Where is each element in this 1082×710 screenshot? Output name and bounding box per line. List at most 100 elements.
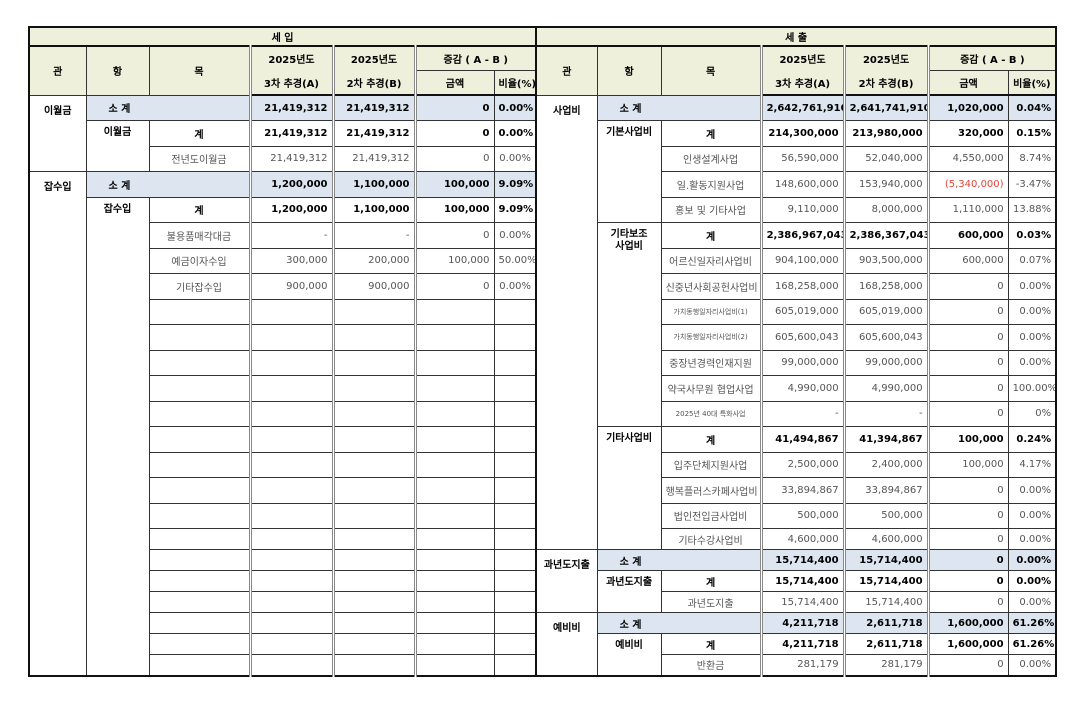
cell-rate: 0.24% — [1007, 426, 1057, 453]
cell-diff: 100,000 — [926, 426, 1009, 453]
cell-a: 21,419,312 — [248, 145, 334, 172]
revenue-title: 세 입 — [28, 26, 537, 47]
total-label: 계 — [148, 196, 251, 223]
empty-cell — [148, 654, 251, 676]
cell-a: 1,200,000 — [248, 196, 334, 223]
empty-cell — [413, 400, 495, 427]
cell-b: 21,419,312 — [331, 120, 416, 147]
cell-b: 1,100,000 — [331, 171, 416, 198]
mok-label: 인생설계사업 — [660, 145, 762, 172]
table-row: 반환금 281,179 281,179 0 0.00% — [29, 654, 1057, 676]
cell-rate: 0.00% — [1007, 298, 1057, 325]
table-row: 기타잡수입 900,000 900,000 0 0.00% 신중년사회공헌사업비 168,2… — [29, 273, 1057, 300]
cell-b: 33,894,867 — [842, 477, 929, 504]
cell-rate: 13.88% — [1007, 196, 1057, 223]
subtotal-label: 소 계 — [596, 612, 762, 634]
col-b: 2차 추경(B) — [842, 70, 929, 96]
table-row: 잡수입 계 1,200,000 1,100,000 100,000 9.09% 홍보 및 기… — [29, 196, 1057, 676]
cell-rate: 0% — [1007, 400, 1057, 427]
empty-cell — [413, 298, 495, 325]
cell-a: 1,200,000 — [248, 171, 334, 198]
cell-rate: 0.00% — [493, 94, 537, 121]
empty-cell — [413, 570, 495, 592]
cell-a: 21,419,312 — [248, 94, 334, 121]
col-b: 2차 추경(B) — [331, 70, 416, 96]
cell-diff: 0 — [926, 502, 1009, 529]
empty-cell — [413, 654, 495, 676]
empty-cell — [248, 591, 334, 613]
empty-cell — [331, 426, 416, 453]
gwan-label: 잡수입 — [28, 171, 87, 676]
empty-cell — [331, 591, 416, 613]
cell-a: 99,000,000 — [759, 349, 845, 376]
mok-label: 기타잡수입 — [148, 273, 251, 300]
total-label: 계 — [660, 120, 762, 147]
empty-cell — [148, 324, 251, 351]
mok-label: 불용품매각대금 — [148, 222, 251, 249]
subtotal-label: 소 계 — [85, 94, 251, 121]
empty-cell — [331, 375, 416, 402]
cell-a: 605,600,043 — [759, 324, 845, 351]
mok-label: 중장년경력인재지원 — [660, 349, 762, 376]
cell-diff: 320,000 — [926, 120, 1009, 147]
cell-a: 4,211,718 — [759, 633, 845, 655]
empty-cell — [493, 502, 537, 529]
cell-a: 4,990,000 — [759, 375, 845, 402]
gwan-label: 사업비 — [535, 94, 598, 550]
cell-rate: 0.00% — [1007, 477, 1057, 504]
mok-label: 어르신일자리사업비 — [660, 247, 762, 274]
empty-cell — [248, 400, 334, 427]
col-hang: 항 — [85, 45, 150, 96]
mok-label: 기타수강사업비 — [660, 528, 762, 550]
cell-diff: 0 — [926, 591, 1009, 613]
cell-diff: 100,000 — [413, 196, 495, 223]
table-row: 과년도지출 계 15,714,400 15,714,400 0 0.00% — [29, 570, 1057, 613]
hang-label: 이월금 — [85, 120, 150, 172]
cell-diff: 100,000 — [413, 247, 495, 274]
cell-a: 41,494,867 — [759, 426, 845, 453]
budget-comparison-table: 세 입 세 출 관 항 목 2025년도 2025년도 증감 ( A - B )… — [28, 26, 1058, 677]
cell-rate: 0.00% — [1007, 654, 1057, 676]
empty-cell — [331, 477, 416, 504]
cell-a: 605,019,000 — [759, 298, 845, 325]
empty-cell — [413, 375, 495, 402]
cell-a: 904,100,000 — [759, 247, 845, 274]
cell-b: 903,500,000 — [842, 247, 929, 274]
cell-rate: 0.00% — [1007, 528, 1057, 550]
table-row: 이월금 계 21,419,312 21,419,312 0 0.00% 기본사업비 계 214,… — [29, 120, 1057, 223]
empty-cell — [148, 451, 251, 478]
empty-cell — [148, 549, 251, 571]
cell-rate: 0.00% — [1007, 324, 1057, 351]
mok-label: 약국사무원 협업사업 — [660, 375, 762, 402]
cell-b: 4,600,000 — [842, 528, 929, 550]
gwan-label: 과년도지출 — [535, 549, 598, 613]
empty-cell — [248, 612, 334, 634]
col-year-b: 2025년도 — [842, 45, 929, 70]
col-mok: 목 — [660, 45, 762, 96]
empty-cell — [493, 324, 537, 351]
cell-b: 2,386,367,043 — [842, 222, 929, 249]
empty-cell — [248, 570, 334, 592]
cell-a: 281,179 — [759, 654, 845, 676]
empty-cell — [148, 426, 251, 453]
cell-a: 33,894,867 — [759, 477, 845, 504]
total-label: 계 — [660, 570, 762, 592]
mok-label: 가치동행일자리사업비(2) — [660, 324, 762, 351]
empty-cell — [248, 324, 334, 351]
cell-b: 2,611,718 — [842, 612, 929, 634]
cell-b: 213,980,000 — [842, 120, 929, 147]
table-row: 예비비 소 계 4,211,718 2,611,718 1,600,000 61.26% — [29, 612, 1057, 676]
cell-b: - — [842, 400, 929, 427]
cell-diff: 1,020,000 — [926, 94, 1009, 121]
hang-label: 예비비 — [596, 633, 662, 676]
cell-rate: 0.00% — [493, 145, 537, 172]
cell-rate: 0.07% — [1007, 247, 1057, 274]
cell-a: 2,386,967,043 — [759, 222, 845, 249]
mok-label: 반환금 — [660, 654, 762, 676]
mok-label: 일.활동지원사업 — [660, 171, 762, 198]
col-hang: 항 — [596, 45, 662, 96]
empty-cell — [413, 612, 495, 634]
cell-b: 21,419,312 — [331, 145, 416, 172]
empty-cell — [413, 349, 495, 376]
empty-cell — [248, 654, 334, 676]
